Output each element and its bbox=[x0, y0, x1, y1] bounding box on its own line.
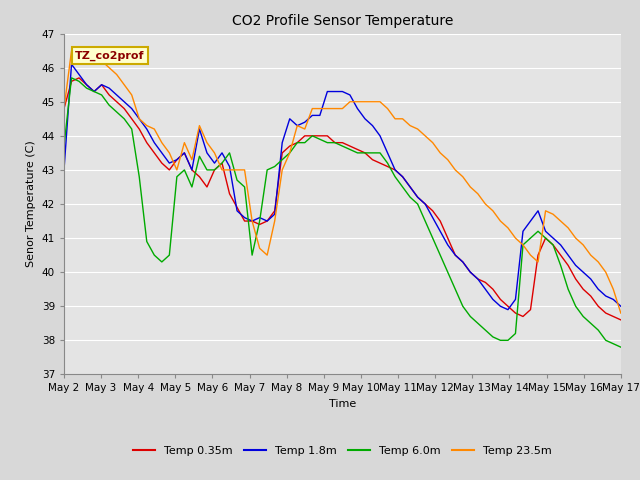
X-axis label: Time: Time bbox=[329, 399, 356, 409]
Text: TZ_co2prof: TZ_co2prof bbox=[75, 51, 145, 61]
Title: CO2 Profile Sensor Temperature: CO2 Profile Sensor Temperature bbox=[232, 14, 453, 28]
Legend: Temp 0.35m, Temp 1.8m, Temp 6.0m, Temp 23.5m: Temp 0.35m, Temp 1.8m, Temp 6.0m, Temp 2… bbox=[129, 441, 556, 460]
Y-axis label: Senor Temperature (C): Senor Temperature (C) bbox=[26, 141, 36, 267]
